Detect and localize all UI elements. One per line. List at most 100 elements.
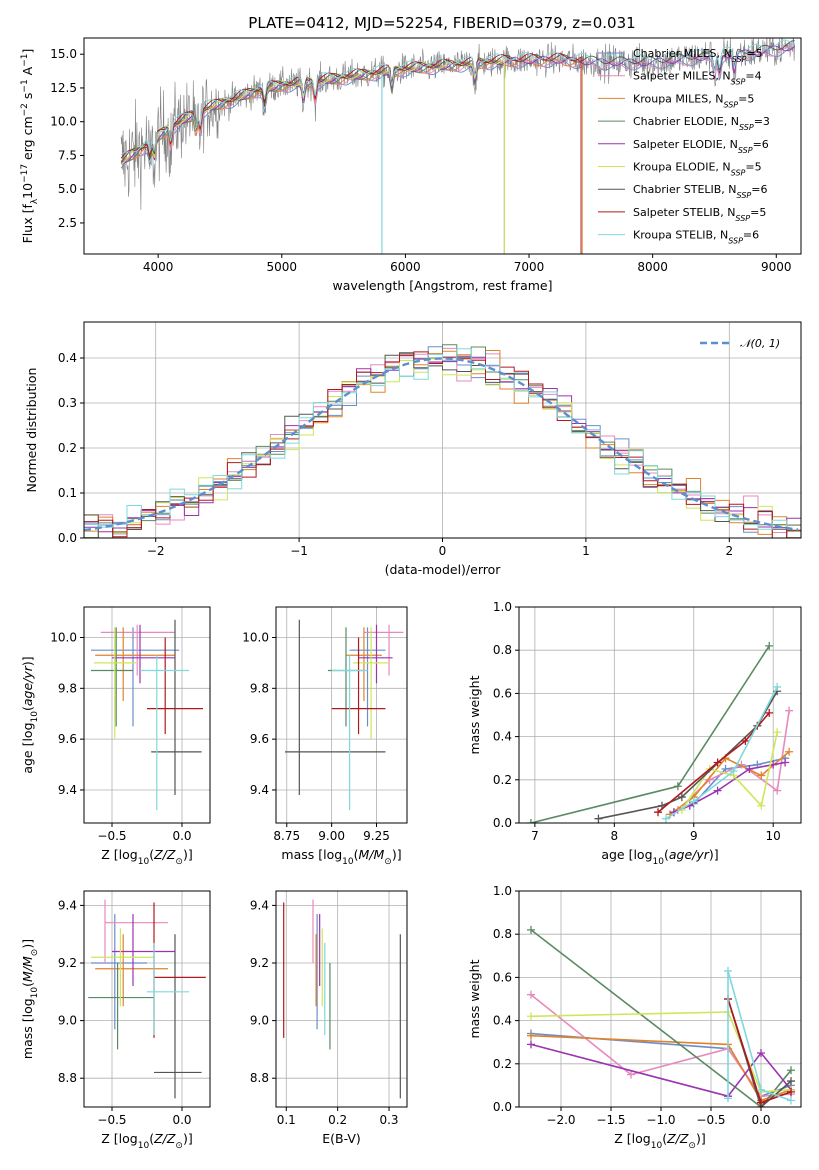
- legend-sub: SSP: [737, 191, 752, 200]
- series-marker-kroupa-stelib: [773, 682, 782, 691]
- label-part: Z/Z: [666, 1131, 689, 1146]
- label-part: (: [149, 1131, 154, 1146]
- legend-name: Salpeter MILES, N: [633, 70, 731, 83]
- series-marker-kroupa-elodie: [757, 801, 766, 810]
- x-axis-label: Z [log10(Z/Z⊙)]: [614, 1131, 705, 1151]
- series-marker-chabrier-elodie: [527, 925, 535, 934]
- label-part: λ: [30, 198, 40, 204]
- series-marker-chabrier-elodie: [765, 641, 774, 650]
- histogram-kroupa-stelib: [84, 348, 801, 530]
- series-line-chabrier-elodie: [530, 645, 770, 823]
- x-tick-label: −0.5: [696, 1113, 725, 1127]
- series-marker-chabrier-elodie: [787, 1066, 795, 1075]
- series-marker-salpeter-miles: [785, 706, 794, 715]
- y-axis-label: mass [log10(M/M⊙)]: [20, 939, 40, 1059]
- label-part: )]: [709, 847, 719, 862]
- y-axis-label: Normed distribution: [24, 368, 39, 493]
- y-axis-label: Flux [fλ10−17 erg cm−2 s−1 A−1]: [20, 49, 40, 244]
- y-tick-label: 2.5: [58, 216, 77, 230]
- label-part: 10: [138, 857, 150, 867]
- axes-frame: [518, 890, 802, 1108]
- label-part: )]: [392, 847, 402, 862]
- series-marker-salpeter-stelib: [787, 1087, 795, 1096]
- series-marker-kroupa-miles: [527, 1031, 535, 1040]
- plot-area: [276, 607, 407, 823]
- label-part: ⊙: [30, 949, 40, 957]
- series-marker-kroupa-stelib: [757, 1085, 765, 1094]
- series-marker-chabrier-elodie: [526, 819, 535, 823]
- label-part: mass weight: [467, 959, 482, 1038]
- y-tick-label: 9.8: [58, 681, 77, 695]
- series-line-chabrier-elodie: [530, 929, 792, 1107]
- plot-area: [120, 38, 796, 254]
- y-tick-label: 10.0: [50, 630, 77, 644]
- label-part: Normed distribution: [24, 368, 39, 493]
- label-part: Z/Z: [153, 1131, 176, 1146]
- legend-entry: Kroupa MILES, NSSP=5: [633, 92, 754, 109]
- plot-area: [519, 891, 801, 1107]
- label-part: 10: [342, 857, 354, 867]
- label-part: age [log: [601, 847, 652, 862]
- series-marker-salpeter-miles: [773, 786, 782, 795]
- x-tick-label: 8: [611, 829, 619, 843]
- x-tick-label: 7: [531, 829, 539, 843]
- x-tick-label: 8000: [637, 260, 668, 274]
- series-marker-chabrier-stelib: [677, 793, 686, 802]
- legend-sub: SSP: [739, 123, 754, 132]
- y-tick-label: 1.0: [493, 600, 512, 614]
- x-tick-label: −2: [147, 544, 165, 558]
- label-part: (: [664, 847, 669, 862]
- legend-sub: SSP: [731, 77, 746, 86]
- label-part: ⊙: [688, 1141, 696, 1151]
- axes-mass_vs_EBV: 0.1 0.2 0.3 8.8 9.0 9.2 9.4 E(B-V): [250, 890, 408, 1146]
- chart-title: PLATE=0412, MJD=52254, FIBERID=0379, z=0…: [248, 14, 635, 32]
- label-part: Z [log: [101, 1131, 137, 1146]
- y-tick-label: 0.2: [58, 441, 77, 455]
- series-marker-salpeter-miles: [627, 1070, 635, 1079]
- legend-entry: Salpeter MILES, NSSP=4: [633, 70, 762, 87]
- model-line-salpeter-miles: [120, 46, 796, 165]
- y-tick-label: 9.6: [250, 732, 269, 746]
- legend-value: =6: [753, 138, 769, 151]
- y-tick-label: 0.6: [493, 686, 512, 700]
- series-marker-salpeter-stelib: [654, 808, 663, 817]
- label-part: −1: [20, 54, 30, 67]
- x-tick-label: 2: [725, 544, 733, 558]
- label-part: age/yr: [20, 665, 35, 706]
- legend-entry: Chabrier STELIB, NSSP=6: [633, 183, 767, 200]
- label-part: (: [354, 847, 359, 862]
- label-part: (: [662, 1131, 667, 1146]
- legend-entry: Kroupa ELODIE, NSSP=5: [633, 161, 762, 178]
- axes-age_vs_mass: 8.75 9.00 9.25 9.4 9.6 9.8 10.0 mass [log10(M/M…: [242, 606, 408, 867]
- legend-value: =5: [750, 206, 766, 219]
- legend-entry: Salpeter STELIB, NSSP=5: [633, 206, 766, 223]
- series-marker-salpeter-elodie: [745, 765, 754, 773]
- plot-area: [84, 607, 210, 823]
- series-line-salpeter-elodie: [530, 1043, 792, 1098]
- y-tick-label: 0.2: [493, 773, 512, 787]
- x-axis-label: (data-model)/error: [385, 562, 502, 577]
- y-axis-label: age [log10(age/yr)]: [20, 656, 40, 773]
- label-part: ⊙: [384, 857, 392, 867]
- y-tick-label: 8.8: [58, 1071, 77, 1085]
- y-tick-label: 0.8: [493, 927, 512, 941]
- label-part: Z [log: [101, 847, 137, 862]
- legend-sub: SSP: [738, 145, 753, 154]
- y-tick-label: 0.4: [493, 1014, 512, 1028]
- y-axis-label: mass weight: [467, 959, 482, 1038]
- legend-name: Chabrier MILES, N: [633, 47, 732, 60]
- label-part: (: [149, 847, 154, 862]
- y-tick-label: 15.0: [50, 47, 77, 61]
- label-part: M/M: [20, 956, 35, 982]
- model-line-salpeter-elodie: [121, 45, 796, 164]
- y-tick-label: 9.6: [58, 732, 77, 746]
- label-part: age/yr: [669, 847, 710, 862]
- label-part: Flux [f: [20, 204, 35, 244]
- legend-value: =5: [746, 47, 762, 60]
- x-tick-label: −0.5: [97, 829, 126, 843]
- label-part: (: [20, 982, 35, 987]
- x-axis-label: age [log10(age/yr)]: [601, 847, 718, 867]
- series-marker-kroupa-stelib: [787, 1096, 795, 1105]
